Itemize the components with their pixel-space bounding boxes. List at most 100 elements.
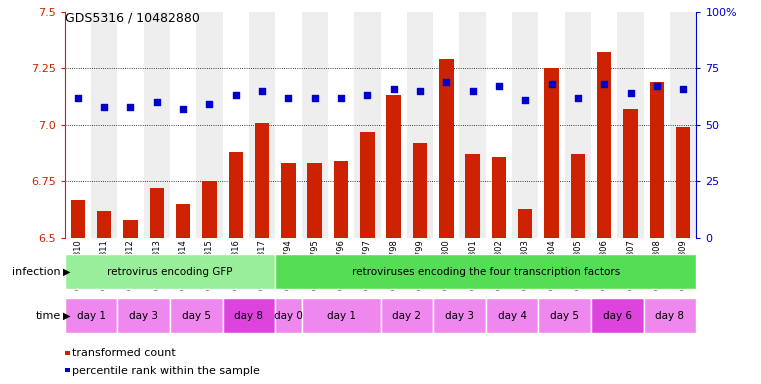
- Bar: [380, 298, 433, 333]
- Text: day 4: day 4: [498, 311, 527, 321]
- Bar: [65, 12, 91, 238]
- Bar: [591, 12, 617, 238]
- Text: day 5: day 5: [550, 311, 579, 321]
- Point: [124, 104, 136, 110]
- Text: transformed count: transformed count: [72, 348, 176, 358]
- Bar: [591, 298, 644, 333]
- Text: day 8: day 8: [655, 311, 684, 321]
- Bar: [670, 12, 696, 238]
- Bar: [117, 298, 170, 333]
- Bar: [223, 12, 249, 238]
- Text: GDS5316 / 10482880: GDS5316 / 10482880: [65, 12, 199, 25]
- Point: [177, 106, 189, 112]
- Bar: [518, 209, 533, 238]
- Text: time: time: [36, 311, 61, 321]
- Bar: [617, 12, 644, 238]
- Bar: [334, 161, 349, 238]
- Point: [203, 101, 215, 108]
- Text: day 0: day 0: [274, 311, 303, 321]
- Text: day 1: day 1: [326, 311, 355, 321]
- Bar: [281, 163, 295, 238]
- Bar: [407, 12, 433, 238]
- Point: [256, 88, 268, 94]
- Bar: [597, 52, 611, 238]
- Point: [651, 83, 663, 89]
- Bar: [144, 12, 170, 238]
- Bar: [202, 181, 217, 238]
- Point: [72, 94, 84, 101]
- Bar: [170, 12, 196, 238]
- Bar: [65, 254, 275, 289]
- Bar: [275, 254, 696, 289]
- Bar: [650, 82, 664, 238]
- Bar: [223, 298, 275, 333]
- Point: [466, 88, 479, 94]
- Point: [519, 97, 531, 103]
- Bar: [91, 12, 117, 238]
- Text: day 2: day 2: [393, 311, 422, 321]
- Point: [230, 92, 242, 98]
- Bar: [539, 298, 591, 333]
- Text: day 6: day 6: [603, 311, 632, 321]
- Bar: [380, 12, 407, 238]
- Bar: [492, 157, 506, 238]
- Bar: [512, 12, 539, 238]
- Bar: [433, 298, 486, 333]
- Bar: [249, 12, 275, 238]
- Bar: [65, 298, 117, 333]
- Point: [387, 86, 400, 92]
- Bar: [676, 127, 690, 238]
- Text: ▶: ▶: [63, 311, 71, 321]
- Bar: [466, 154, 480, 238]
- Bar: [275, 12, 301, 238]
- Bar: [571, 154, 585, 238]
- Bar: [539, 12, 565, 238]
- Bar: [486, 298, 539, 333]
- Bar: [623, 109, 638, 238]
- Bar: [196, 12, 222, 238]
- Bar: [71, 200, 85, 238]
- Text: ▶: ▶: [63, 266, 71, 277]
- Point: [546, 81, 558, 87]
- Text: retroviruses encoding the four transcription factors: retroviruses encoding the four transcrip…: [352, 266, 620, 277]
- Point: [572, 94, 584, 101]
- Text: percentile rank within the sample: percentile rank within the sample: [72, 366, 260, 376]
- Bar: [328, 12, 354, 238]
- Bar: [301, 298, 380, 333]
- Text: day 3: day 3: [129, 311, 158, 321]
- Bar: [307, 163, 322, 238]
- Point: [440, 79, 452, 85]
- Bar: [387, 95, 401, 238]
- Bar: [150, 188, 164, 238]
- Bar: [433, 12, 460, 238]
- Bar: [354, 12, 380, 238]
- Bar: [97, 211, 111, 238]
- Bar: [565, 12, 591, 238]
- Bar: [460, 12, 486, 238]
- Bar: [228, 152, 243, 238]
- Text: day 3: day 3: [445, 311, 474, 321]
- Text: day 5: day 5: [182, 311, 211, 321]
- Point: [361, 92, 374, 98]
- Bar: [255, 122, 269, 238]
- Text: day 1: day 1: [77, 311, 106, 321]
- Point: [677, 86, 689, 92]
- Point: [414, 88, 426, 94]
- Bar: [360, 132, 374, 238]
- Bar: [644, 298, 696, 333]
- Bar: [439, 59, 454, 238]
- Point: [282, 94, 295, 101]
- Bar: [486, 12, 512, 238]
- Bar: [275, 298, 301, 333]
- Bar: [176, 204, 190, 238]
- Point: [151, 99, 163, 105]
- Text: infection: infection: [12, 266, 61, 277]
- Bar: [412, 143, 427, 238]
- Bar: [117, 12, 144, 238]
- Point: [309, 94, 321, 101]
- Point: [335, 94, 347, 101]
- Text: day 8: day 8: [234, 311, 263, 321]
- Point: [625, 90, 637, 96]
- Bar: [301, 12, 328, 238]
- Point: [598, 81, 610, 87]
